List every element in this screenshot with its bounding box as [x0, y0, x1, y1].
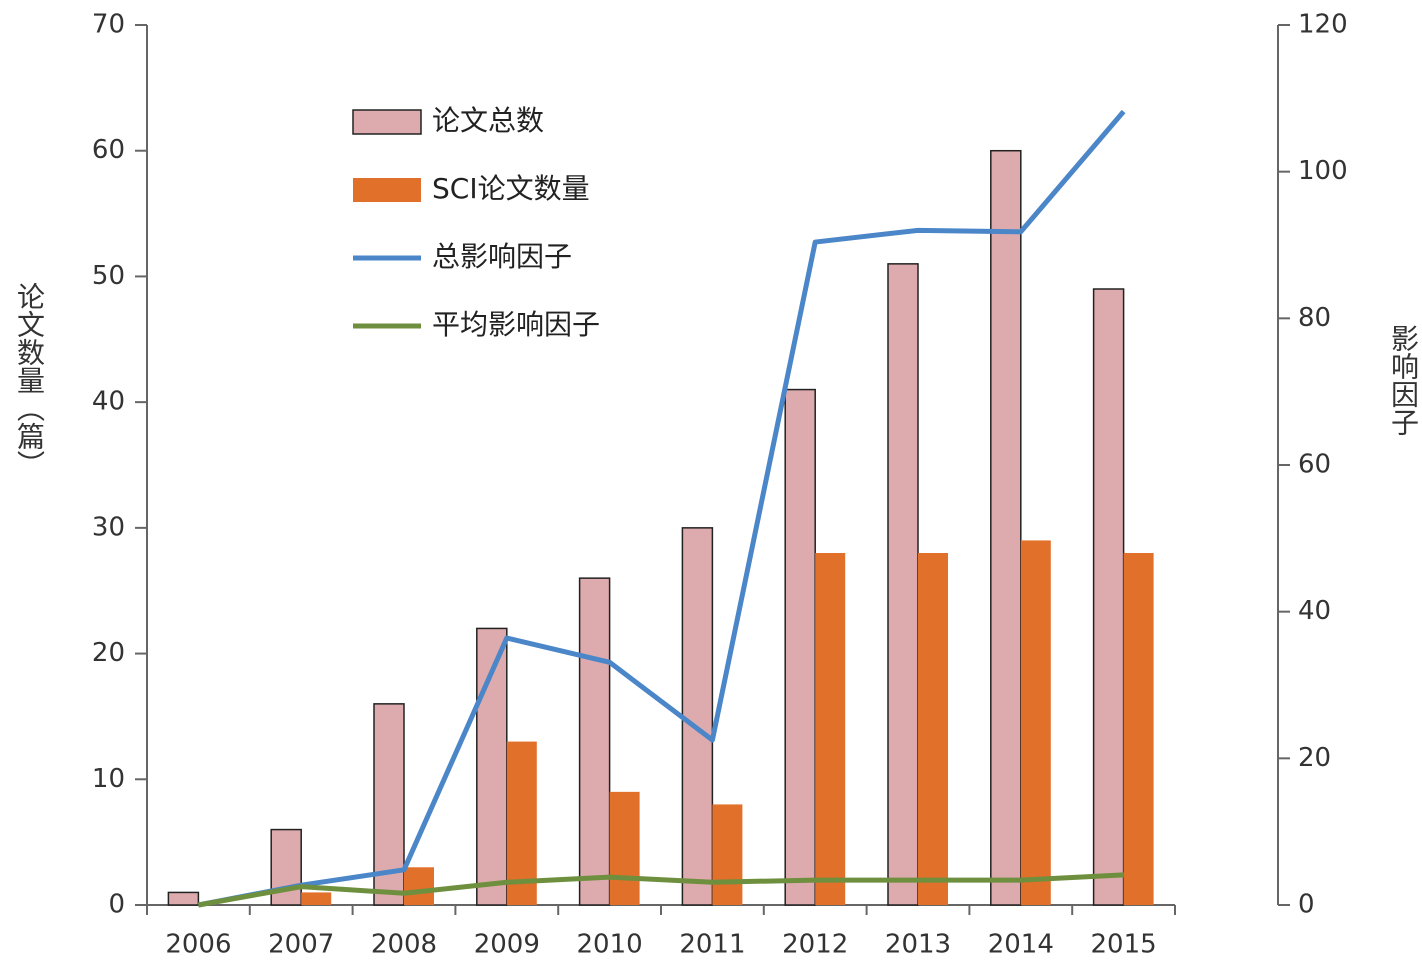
- line: [197, 109, 1126, 908]
- bar: [712, 804, 743, 905]
- x-tick-label: 2011: [679, 930, 745, 960]
- y2-tick-label: 0: [1298, 890, 1315, 920]
- y-tick-label: 30: [92, 512, 125, 542]
- y-tick-label: 60: [92, 135, 125, 165]
- y2-tick-label: 60: [1298, 450, 1331, 480]
- legend-label: 平均影响因子: [432, 308, 600, 341]
- x-tick-label: 2006: [165, 930, 231, 960]
- legend-label: 论文总数: [432, 104, 544, 137]
- bar: [609, 791, 640, 905]
- y2-axis-label: 影响因子: [1387, 324, 1420, 436]
- y2-tick-label: 20: [1298, 743, 1331, 773]
- x-tick-label: 2008: [371, 930, 437, 960]
- y-axis-label: 论文数量（篇）: [13, 282, 46, 478]
- y-tick-label: 0: [108, 890, 125, 920]
- bar: [815, 553, 846, 905]
- bar: [167, 891, 200, 906]
- bar: [1020, 540, 1051, 905]
- y2-tick-label: 120: [1298, 10, 1348, 40]
- y-tick-label: 70: [92, 10, 125, 40]
- x-tick-label: 2013: [885, 930, 951, 960]
- y2-tick-label: 80: [1298, 303, 1331, 333]
- bar: [681, 527, 714, 906]
- y-tick-label: 50: [92, 261, 125, 291]
- y-tick-label: 40: [92, 387, 125, 417]
- bar: [404, 867, 434, 905]
- y2-tick-label: 100: [1298, 156, 1348, 186]
- legend-swatch: [353, 178, 421, 202]
- legend-swatch: [352, 109, 422, 135]
- legend-label: SCI论文数量: [432, 172, 590, 205]
- bar: [506, 741, 537, 905]
- line: [197, 872, 1124, 908]
- x-tick-label: 2010: [577, 930, 643, 960]
- bar: [1123, 553, 1154, 905]
- bar: [784, 388, 816, 906]
- y-tick-label: 10: [92, 764, 125, 794]
- x-tick-label: 2009: [474, 930, 540, 960]
- y-tick-label: 20: [92, 638, 125, 668]
- bar: [301, 892, 332, 905]
- bar: [918, 553, 948, 905]
- x-tick-label: 2014: [988, 930, 1054, 960]
- x-tick-label: 2012: [782, 930, 848, 960]
- x-tick-label: 2007: [268, 930, 334, 960]
- y2-tick-label: 40: [1298, 596, 1331, 626]
- legend-label: 总影响因子: [432, 240, 572, 273]
- bar: [578, 577, 611, 906]
- x-tick-label: 2015: [1091, 930, 1157, 960]
- bar: [990, 149, 1022, 906]
- bar: [887, 263, 919, 906]
- bar: [1092, 288, 1125, 906]
